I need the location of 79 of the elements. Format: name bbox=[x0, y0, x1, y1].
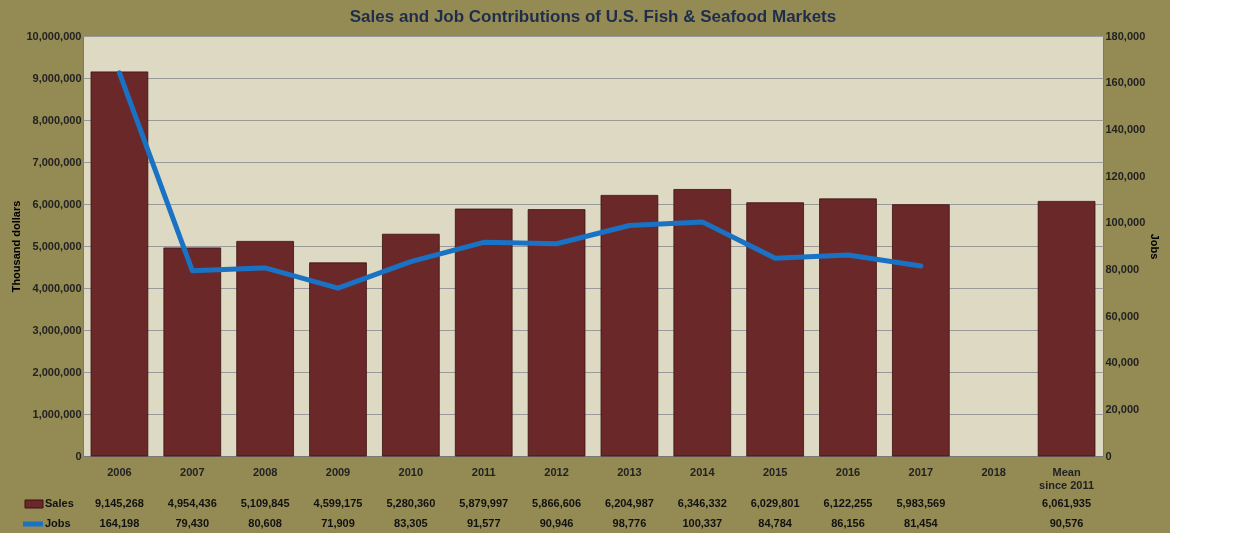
y-tick-label: 9,000,000 bbox=[32, 71, 82, 84]
y2-tick-label: 20,000 bbox=[1105, 402, 1140, 415]
bar bbox=[1037, 201, 1096, 457]
data-label: 5,879,997 bbox=[459, 497, 509, 509]
x-tick-label: 2010 bbox=[398, 465, 424, 478]
data-label: 100,337 bbox=[682, 517, 723, 529]
y2-tick-label: 160,000 bbox=[1105, 76, 1146, 89]
y-tick-label: 1,000,000 bbox=[32, 407, 82, 420]
data-label: 81,454 bbox=[904, 517, 939, 529]
x-tick-label: 2012 bbox=[544, 465, 569, 478]
bar bbox=[673, 189, 732, 457]
bar bbox=[600, 194, 659, 457]
data-label: 71,909 bbox=[321, 517, 355, 529]
data-label: 86,156 bbox=[831, 517, 865, 529]
data-label: 5,109,845 bbox=[240, 497, 290, 509]
y-tick-label: 6,000,000 bbox=[32, 197, 82, 210]
x-tick-label: 2009 bbox=[325, 465, 351, 478]
x-tick-label: Mean since 2011 bbox=[1039, 465, 1095, 491]
text: 90,576 bbox=[1049, 517, 1084, 529]
x-tick-label: 2013 bbox=[617, 465, 642, 478]
x-tick-label: 2015 bbox=[762, 465, 788, 478]
data-label: 84,784 bbox=[758, 517, 793, 529]
y-tick-label: 4,000,000 bbox=[32, 281, 82, 294]
bar bbox=[90, 71, 149, 457]
data-label: 4,954,436 bbox=[167, 497, 217, 509]
x-tick-label: 2016 bbox=[835, 465, 861, 478]
y2-tick-label: 40,000 bbox=[1105, 356, 1140, 369]
bar bbox=[819, 198, 877, 457]
data-label: 6,061,935 bbox=[1042, 497, 1092, 509]
y-tick-label: 7,000,000 bbox=[32, 155, 82, 168]
legend-label: Jobs bbox=[45, 517, 71, 529]
y-tick-label: 3,000,000 bbox=[32, 323, 82, 336]
data-label: 91,577 bbox=[466, 517, 501, 529]
bar bbox=[892, 204, 950, 457]
x-tick-label: 2006 bbox=[107, 465, 132, 478]
bar bbox=[163, 247, 222, 457]
x-tick-label: 2008 bbox=[252, 465, 278, 478]
data-label: 90,946 bbox=[539, 517, 574, 529]
bar bbox=[382, 233, 440, 457]
y2-tick-label: 120,000 bbox=[1105, 169, 1146, 182]
data-label: 6,204,987 bbox=[604, 497, 654, 509]
y-tick-label: 2,000,000 bbox=[32, 365, 82, 378]
x-tick-label: 2007 bbox=[180, 465, 205, 478]
data-label: 6,122,255 bbox=[823, 497, 873, 509]
y2-tick-label: 140,000 bbox=[1105, 122, 1146, 135]
y-tick-label: 10,000,000 bbox=[26, 29, 82, 42]
y2-tick-label: 0 bbox=[1105, 449, 1112, 462]
y2-tick-label: 80,000 bbox=[1105, 262, 1140, 275]
bar bbox=[454, 208, 513, 457]
data-label: 9,145,268 bbox=[94, 497, 144, 509]
data-label: 164,198 bbox=[99, 517, 140, 529]
x-tick-label: 2011 bbox=[471, 465, 496, 478]
data-label: 5,280,360 bbox=[386, 497, 436, 509]
y-tick-label: 8,000,000 bbox=[32, 113, 82, 126]
legend-label: Sales bbox=[45, 497, 74, 509]
data-label: 6,346,332 bbox=[677, 497, 727, 509]
bar bbox=[527, 209, 586, 457]
data-label: 83,305 bbox=[394, 517, 428, 529]
chart-title: Sales and Job Contributions of U.S. Fish & Seafood Markets bbox=[349, 7, 837, 26]
x-tick-label: 2017 bbox=[908, 465, 934, 478]
data-label: 6,029,801 bbox=[750, 497, 800, 509]
y-axis-title: Thousand dollars bbox=[10, 200, 23, 293]
bar bbox=[309, 262, 367, 457]
data-label: 79,430 bbox=[175, 517, 210, 529]
x-tick-label: 2018 bbox=[981, 465, 1006, 478]
bar bbox=[746, 202, 804, 457]
y2-tick-label: 100,000 bbox=[1105, 216, 1146, 229]
data-label: 98,776 bbox=[612, 517, 647, 529]
y-tick-label: 5,000,000 bbox=[32, 239, 82, 252]
bar bbox=[236, 240, 294, 457]
x-tick-label: 2014 bbox=[690, 465, 716, 478]
data-label: 5,983,569 bbox=[896, 497, 946, 509]
y2-tick-label: 180,000 bbox=[1105, 29, 1146, 42]
data-label: 4,599,175 bbox=[313, 497, 363, 509]
y2-tick-label: 60,000 bbox=[1105, 309, 1140, 322]
data-label: 80,608 bbox=[248, 517, 282, 529]
y-tick-label: 0 bbox=[75, 449, 82, 462]
data-label: 5,866,606 bbox=[532, 497, 582, 509]
y2-axis-title: Jobs bbox=[1149, 233, 1162, 260]
